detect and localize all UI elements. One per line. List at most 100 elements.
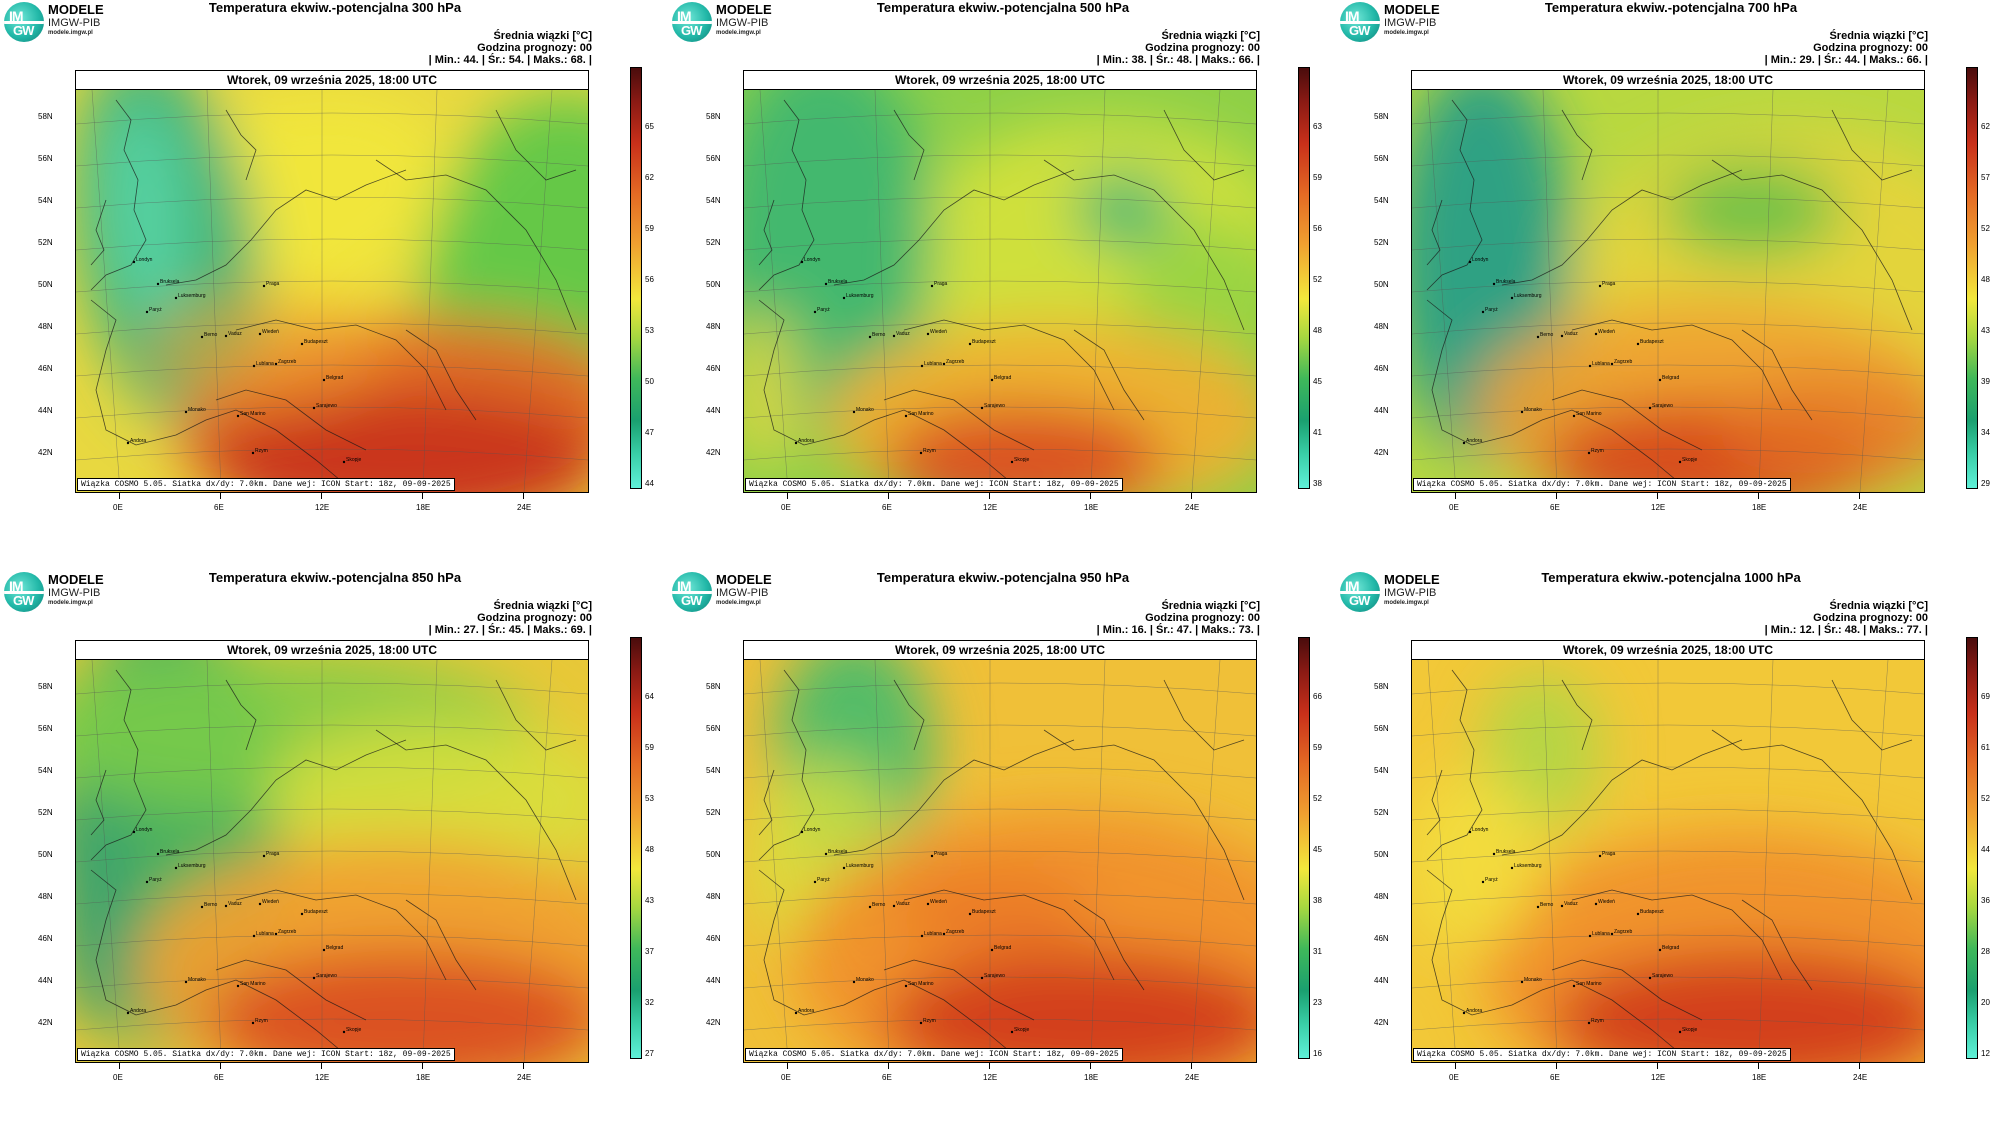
- city-label: Belgrad: [994, 945, 1011, 951]
- lat-label: 56N: [706, 724, 721, 733]
- colorbar-label: 62: [645, 173, 654, 182]
- map-area: Wtorek, 09 września 2025, 18:00 UTC Londy…: [743, 640, 1257, 1063]
- lon-label: 18E: [1752, 1073, 1767, 1082]
- lat-label: 54N: [1374, 766, 1389, 775]
- colorbar-label: 57: [1981, 173, 1990, 182]
- lat-label: 50N: [706, 280, 721, 289]
- city-dot: [1588, 934, 1592, 938]
- lat-label: 48N: [1374, 322, 1389, 331]
- imgw-logo: IM GW MODELE IMGW-PIB modele.imgw.pl: [4, 572, 154, 616]
- city-dot: [1587, 451, 1591, 455]
- info-label: Średnia wiązki [°C]: [1829, 30, 1928, 42]
- lat-label: 42N: [1374, 1018, 1389, 1027]
- lon-tick: [989, 1063, 990, 1069]
- lon-tick: [1657, 1063, 1658, 1069]
- lat-label: 48N: [1374, 892, 1389, 901]
- city-label: Budapeszt: [1640, 909, 1664, 915]
- city-dot: [926, 902, 930, 906]
- city-label: San Marino: [908, 411, 934, 417]
- map-overlay: Londyn Bruksela Paryż Luksemburg Praga Berno V…: [76, 660, 588, 1062]
- stat-max: 66.: [1906, 54, 1922, 66]
- colorbar-label: 45: [1313, 845, 1322, 854]
- city-label: Rzym: [1591, 1018, 1604, 1024]
- city-label: Monako: [856, 977, 874, 983]
- lat-label: 46N: [706, 364, 721, 373]
- info-label: Średnia wiązki [°C]: [1161, 600, 1260, 612]
- lon-tick: [989, 493, 990, 499]
- city-label: Budapeszt: [1640, 339, 1664, 345]
- lon-tick: [787, 493, 788, 499]
- lat-label: 58N: [38, 112, 53, 121]
- city-dot: [200, 905, 204, 909]
- city-dot: [1510, 296, 1514, 300]
- colorbar-label: 20: [1981, 998, 1990, 1007]
- lat-label: 44N: [1374, 976, 1389, 985]
- stat-avg: 54.: [508, 54, 525, 66]
- city-label: Londyn: [136, 827, 153, 833]
- city-label: Skopje: [1682, 457, 1698, 463]
- lon-tick: [321, 493, 322, 499]
- lat-label: 50N: [1374, 280, 1389, 289]
- lon-label: 18E: [416, 503, 431, 512]
- city-dot: [813, 310, 817, 314]
- logo-mark-bottom: GW: [1349, 23, 1370, 38]
- city-label: Sarajewo: [984, 403, 1005, 409]
- lon-tick: [119, 1063, 120, 1069]
- city-label: Praga: [266, 851, 280, 857]
- city-dot: [258, 902, 262, 906]
- colorbar-label: 66: [1313, 692, 1322, 701]
- city-dot: [1598, 284, 1602, 288]
- stat-max: 66.: [1238, 54, 1254, 66]
- lat-label: 58N: [1374, 112, 1389, 121]
- imgw-logo-icon: IM GW: [1340, 572, 1380, 612]
- city-label: Wiedeń: [930, 899, 947, 905]
- temperature-field: [76, 90, 588, 492]
- city-label: Budapeszt: [304, 339, 328, 345]
- lat-label: 44N: [38, 976, 53, 985]
- colorbar-label: 16: [1313, 1049, 1322, 1058]
- city-dot: [824, 282, 828, 286]
- lon-label: 0E: [781, 503, 791, 512]
- logo-mark-bottom: GW: [13, 23, 34, 38]
- city-label: San Marino: [1576, 411, 1602, 417]
- colorbar-label: 38: [1313, 479, 1322, 488]
- map-title: Temperatura ekwiw.-potencjalna 1000 hPa: [1541, 570, 1801, 585]
- lon-label: 6E: [882, 503, 892, 512]
- city-dot: [852, 980, 856, 984]
- lat-label: 46N: [1374, 934, 1389, 943]
- lon-label: 0E: [113, 1073, 123, 1082]
- stat-min: 44.: [463, 54, 479, 66]
- city-dot: [800, 260, 804, 264]
- city-label: Vaduz: [896, 901, 910, 907]
- lat-label: 44N: [38, 406, 53, 415]
- info-label: Średnia wiązki [°C]: [1829, 600, 1928, 612]
- city-label: Monako: [1524, 407, 1542, 413]
- city-label: Londyn: [136, 257, 153, 263]
- lat-label: 46N: [1374, 364, 1389, 373]
- map-panel: IM GW MODELE IMGW-PIB modele.imgw.pl Tempe…: [668, 570, 1334, 1140]
- city-dot: [942, 932, 946, 936]
- city-label: Monako: [1524, 977, 1542, 983]
- stats-line: | Min.: 29. | Śr.: 44. | Maks.: 66. |: [1764, 54, 1928, 66]
- lon-label: 18E: [1084, 503, 1099, 512]
- stat-min: 12.: [1799, 624, 1815, 636]
- city-dot: [1636, 342, 1640, 346]
- logo-mark-bottom: GW: [13, 593, 34, 608]
- city-dot: [794, 1011, 798, 1015]
- city-label: Zagrzeb: [1614, 929, 1633, 935]
- city-label: Andora: [1466, 438, 1482, 444]
- lon-label: 12E: [983, 1073, 998, 1082]
- lon-tick: [1455, 493, 1456, 499]
- imgw-logo-icon: IM GW: [4, 572, 44, 612]
- imgw-logo-icon: IM GW: [4, 2, 44, 42]
- lat-label: 42N: [706, 448, 721, 457]
- city-dot: [126, 1011, 130, 1015]
- city-label: Lublana: [256, 931, 274, 937]
- logo-org: IMGW-PIB: [48, 17, 101, 29]
- imgw-logo: IM GW MODELE IMGW-PIB modele.imgw.pl: [1340, 572, 1490, 616]
- city-label: Bruksela: [1496, 849, 1516, 855]
- city-label: Lublana: [924, 931, 942, 937]
- lon-label: 24E: [1185, 1073, 1200, 1082]
- stat-avg: 45.: [508, 624, 525, 636]
- logo-title: MODELE: [716, 2, 772, 17]
